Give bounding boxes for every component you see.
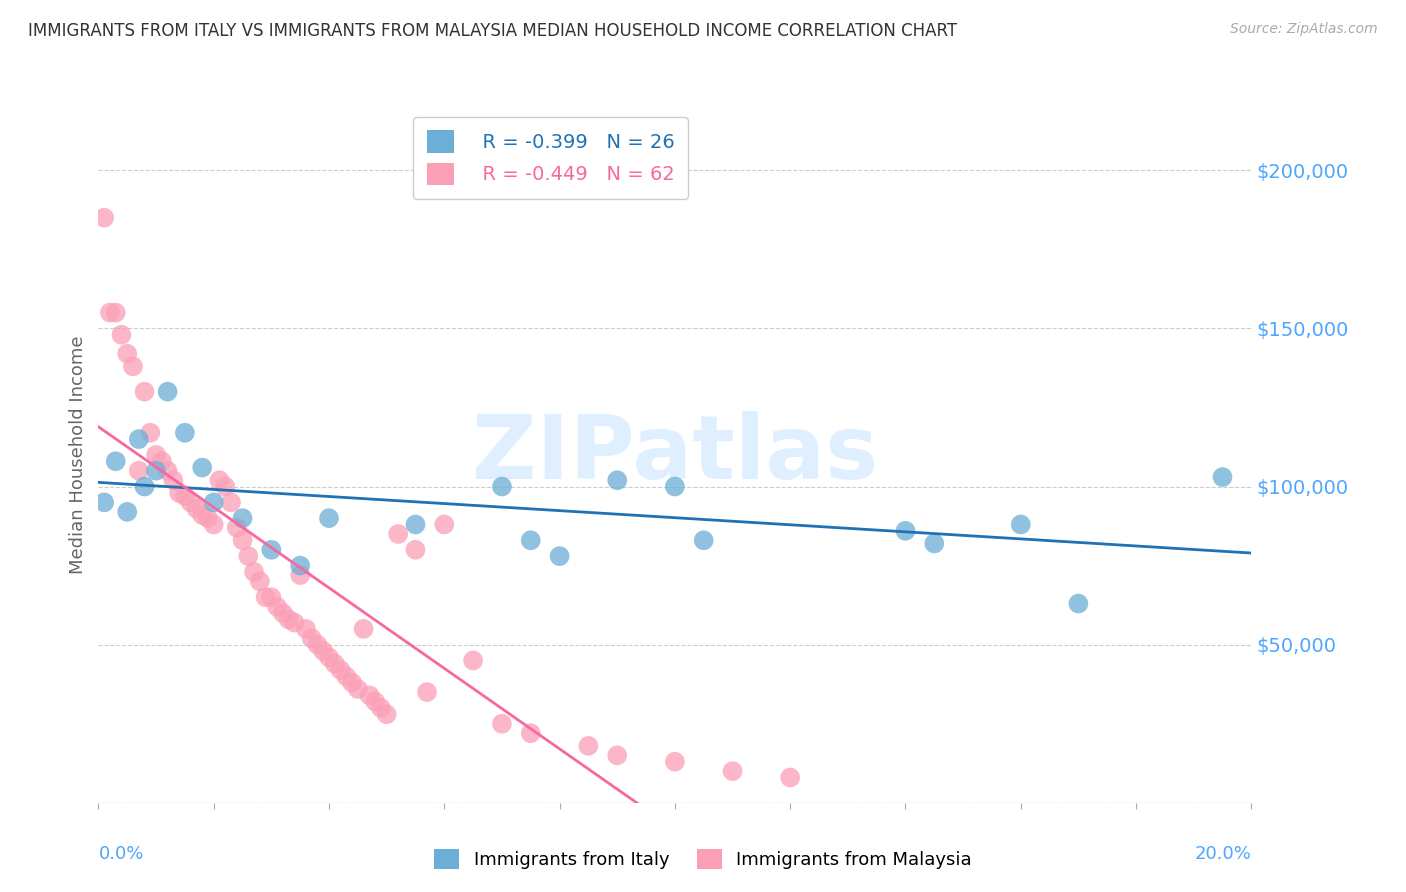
Point [606,748,628,763]
Point [353,622,375,636]
Point [98,305,121,319]
Point [721,764,744,779]
Point [156,464,179,478]
Point [922,536,945,550]
Point [231,533,254,548]
Text: 0.0%: 0.0% [98,845,143,863]
Point [197,511,219,525]
Point [312,644,335,658]
Point [364,695,387,709]
Point [174,425,197,440]
Point [416,685,439,699]
Point [93,495,115,509]
Point [693,533,716,548]
Point [145,464,167,478]
Point [1067,597,1090,611]
Point [139,425,162,440]
Point [219,495,242,509]
Text: ZIPatlas: ZIPatlas [472,411,877,499]
Point [301,632,323,646]
Point [225,521,247,535]
Point [491,479,513,493]
Point [162,473,184,487]
Point [156,384,179,399]
Text: Source: ZipAtlas.com: Source: ZipAtlas.com [1230,22,1378,37]
Point [405,542,427,557]
Point [93,211,115,225]
Point [134,479,156,493]
Point [214,479,236,493]
Point [104,454,127,468]
Point [894,524,917,538]
Point [520,726,543,740]
Point [167,486,190,500]
Point [340,675,363,690]
Point [606,473,628,487]
Point [191,508,214,522]
Point [664,755,686,769]
Point [266,599,288,614]
Legend: Immigrants from Italy, Immigrants from Malaysia: Immigrants from Italy, Immigrants from M… [425,839,981,879]
Point [548,549,571,563]
Point [238,549,260,563]
Point [202,495,225,509]
Point [359,688,381,702]
Point [283,615,305,630]
Point [150,454,173,468]
Point [290,558,312,573]
Point [318,650,340,665]
Point [174,489,197,503]
Legend:   R = -0.399   N = 26,   R = -0.449   N = 62: R = -0.399 N = 26, R = -0.449 N = 62 [413,117,688,199]
Point [260,542,283,557]
Point [461,653,484,667]
Point [335,669,357,683]
Point [186,501,208,516]
Point [202,517,225,532]
Point [370,701,392,715]
Point [271,606,294,620]
Point [180,495,202,509]
Point [664,479,686,493]
Point [1010,517,1032,532]
Point [117,505,138,519]
Point [405,517,427,532]
Point [122,359,145,374]
Point [260,591,283,605]
Point [277,612,299,626]
Point [295,622,318,636]
Point [491,716,513,731]
Point [110,327,132,342]
Point [290,568,312,582]
Point [145,448,167,462]
Point [117,347,138,361]
Point [433,517,456,532]
Point [329,663,352,677]
Point [307,638,329,652]
Point [249,574,271,589]
Point [128,464,150,478]
Point [134,384,156,399]
Point [318,511,340,525]
Text: IMMIGRANTS FROM ITALY VS IMMIGRANTS FROM MALAYSIA MEDIAN HOUSEHOLD INCOME CORREL: IMMIGRANTS FROM ITALY VS IMMIGRANTS FROM… [28,22,957,40]
Point [254,591,277,605]
Point [1212,470,1234,484]
Point [346,681,368,696]
Point [243,565,266,579]
Text: 20.0%: 20.0% [1195,845,1251,863]
Point [231,511,254,525]
Point [578,739,600,753]
Y-axis label: Median Household Income: Median Household Income [69,335,87,574]
Point [375,707,398,722]
Point [128,432,150,446]
Point [104,305,127,319]
Point [191,460,214,475]
Point [323,657,346,671]
Point [208,473,231,487]
Point [387,527,409,541]
Point [520,533,543,548]
Point [779,771,801,785]
